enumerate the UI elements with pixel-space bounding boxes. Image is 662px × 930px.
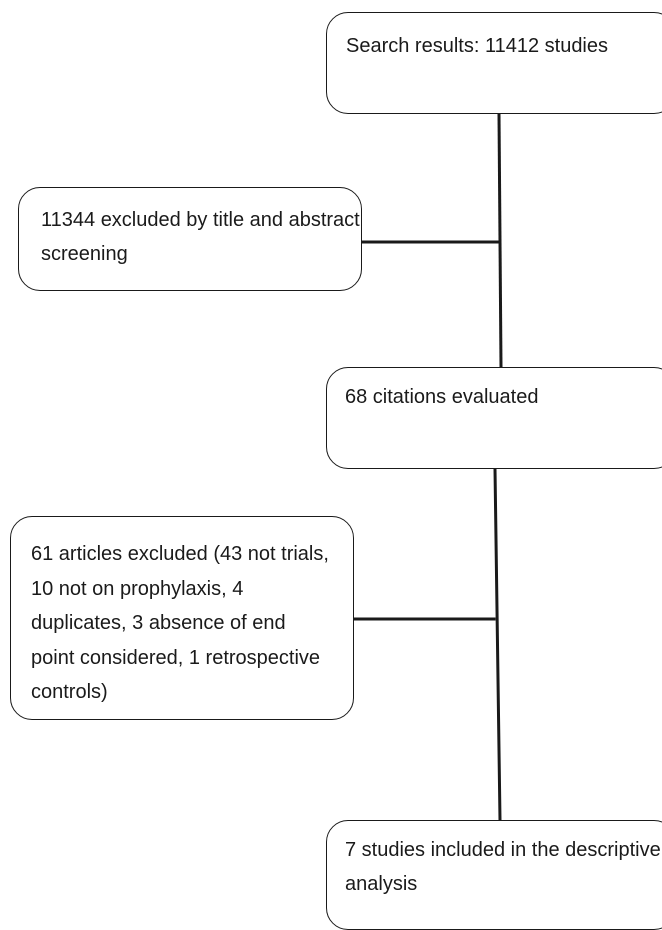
studies-included-box: 7 studies included in the descriptive an… [326, 820, 662, 930]
title-abstract-exclusion-text: 11344 excluded by title and abstract scr… [41, 209, 360, 265]
search-results-text: Search results: 11412 studies [346, 35, 609, 57]
citations-evaluated-text: 68 citations evaluated [345, 386, 539, 408]
title-abstract-exclusion-box: 11344 excluded by title and abstract scr… [18, 187, 362, 291]
connector-citations-to-included [493, 467, 502, 822]
articles-excluded-text: 61 articles excluded (43 not trials, 10 … [31, 543, 329, 703]
studies-included-text: 7 studies included in the descriptive an… [345, 839, 661, 895]
citations-evaluated-box: 68 citations evaluated [326, 367, 662, 469]
articles-excluded-box: 61 articles excluded (43 not trials, 10 … [10, 516, 354, 720]
search-results-box: Search results: 11412 studies [326, 12, 662, 114]
